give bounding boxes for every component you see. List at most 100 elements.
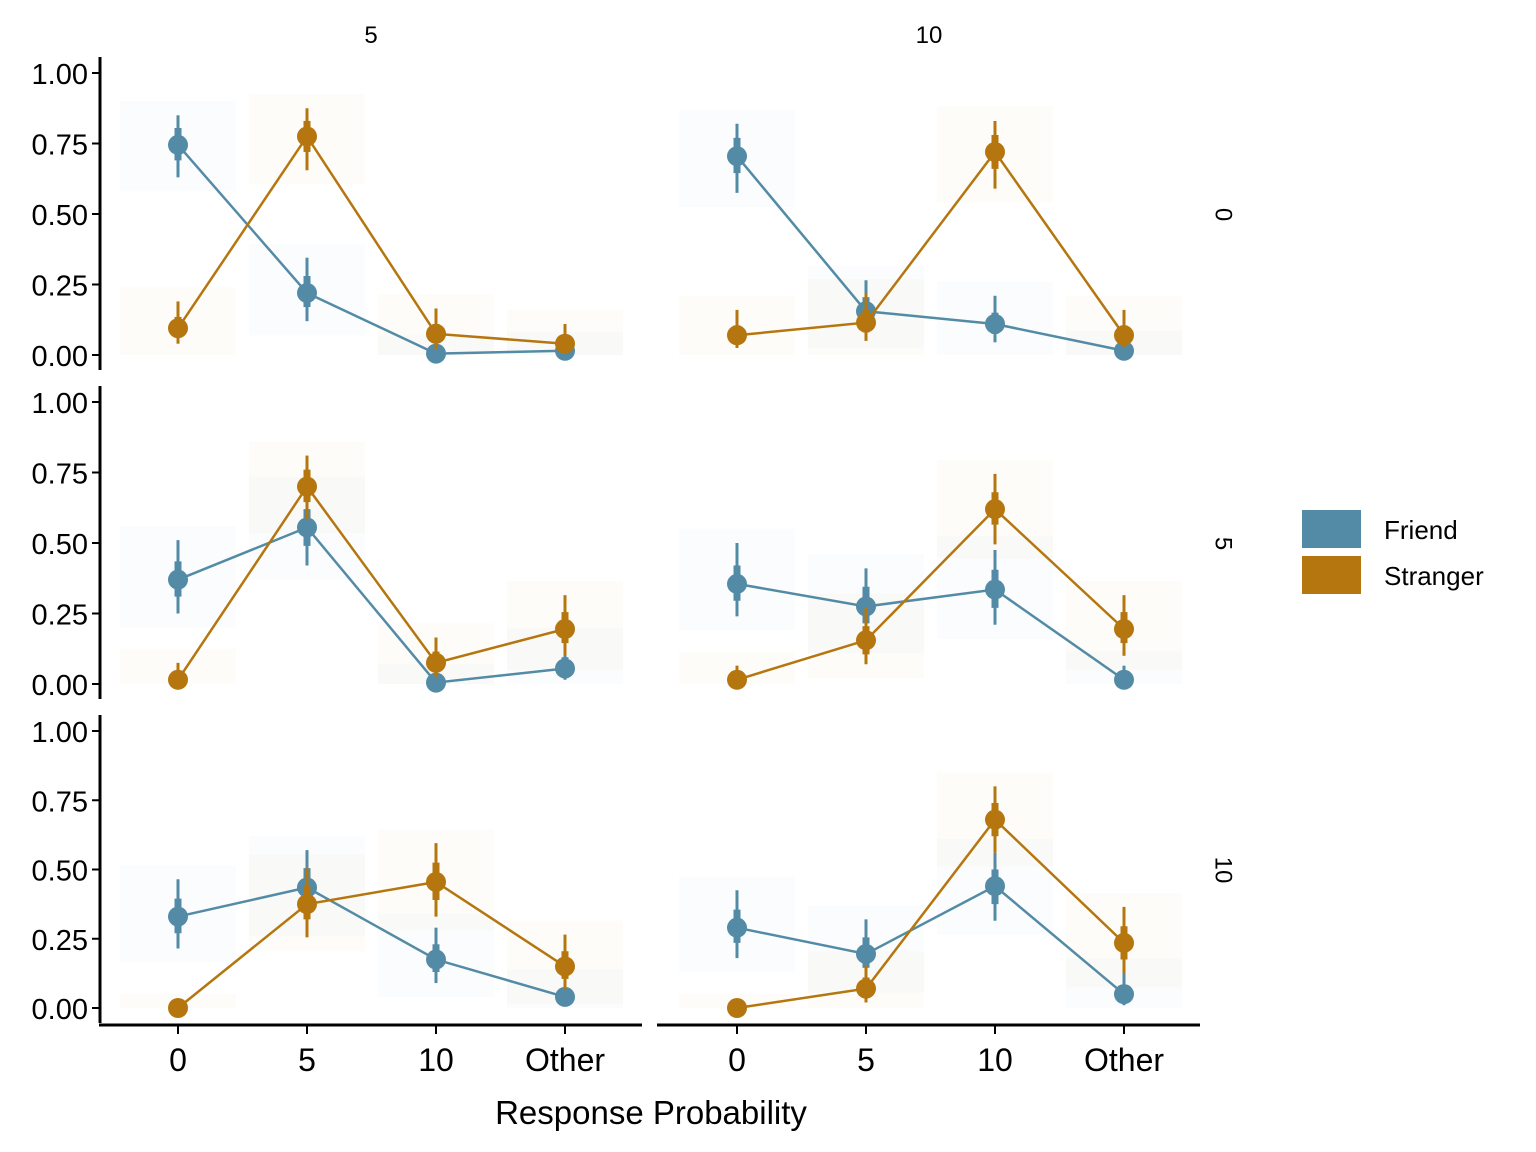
series-friend-row0-col5 [168, 115, 575, 364]
data-point [168, 669, 188, 690]
data-point [1114, 984, 1134, 1005]
data-point [426, 871, 446, 892]
y-tick-label: 0.75 [32, 130, 88, 162]
data-point [555, 658, 575, 679]
y-tick-label: 0.25 [32, 925, 88, 957]
data-point [555, 956, 575, 977]
data-point [727, 325, 747, 346]
series-line [736, 155, 1125, 352]
legend-label-friend: Friend [1384, 515, 1458, 545]
series-line [736, 817, 1125, 1010]
series-line [736, 582, 1125, 681]
data-point [985, 313, 1005, 334]
axes-layer [92, 57, 1200, 1034]
y-tick-label: 1.00 [32, 717, 88, 749]
series-friend-row10-col5 [168, 850, 575, 1007]
facet-col-label: 10 [916, 22, 943, 49]
data-point [727, 573, 747, 594]
y-tick-label: 0.50 [32, 856, 88, 888]
data-point [856, 312, 876, 333]
density-background-layer [120, 94, 1182, 1008]
data-point [168, 318, 188, 339]
legend-key-friend [1302, 510, 1361, 548]
data-point [1114, 325, 1134, 346]
data-point [297, 517, 317, 538]
data-point [297, 476, 317, 497]
y-tick-label: 1.00 [32, 59, 88, 91]
y-tick-label: 0.25 [32, 271, 88, 303]
data-point [426, 343, 446, 364]
series-line [177, 144, 566, 355]
labels-layer: 0.00 0.25 0.50 0.75 1.00 0 0.00 0.25 0.50 0.75 1.0… [32, 22, 1237, 1131]
x-tick-label: 0 [169, 1042, 187, 1078]
series-line [177, 886, 566, 999]
facet-row-label: 10 [1210, 857, 1237, 884]
data-point [985, 499, 1005, 520]
series-line [736, 507, 1125, 681]
data-point [727, 998, 747, 1018]
data-point [985, 141, 1005, 162]
series-stranger-row5-col5 [168, 455, 575, 690]
x-tick-label: Other [525, 1042, 605, 1078]
y-tick-label: 0.75 [32, 786, 88, 818]
y-tick-label: 0.75 [32, 459, 88, 491]
series-friend-row5-col5 [168, 490, 575, 693]
x-tick-label: 10 [418, 1042, 454, 1078]
data-point [727, 917, 747, 938]
y-tick-label: 0.25 [32, 600, 88, 632]
series-stranger-row10-col5 [168, 843, 575, 1018]
y-tick-label: 0.00 [32, 341, 88, 373]
x-tick-label: 5 [298, 1042, 316, 1078]
data-point [1114, 669, 1134, 690]
facet-row-label: 0 [1210, 208, 1237, 221]
series-stranger-row0-col5 [168, 108, 575, 354]
series-line [736, 884, 1125, 996]
data-point [856, 596, 876, 617]
x-tick-label: 10 [977, 1042, 1013, 1078]
data-point [1114, 340, 1134, 361]
legend-key-stranger [1302, 556, 1361, 594]
series-stranger-row5-col10 [727, 473, 1134, 690]
data-point [1114, 932, 1134, 953]
facet-row-label: 5 [1210, 537, 1237, 550]
data-point [555, 986, 575, 1007]
data-point [856, 630, 876, 651]
data-point [727, 669, 747, 690]
data-point [297, 282, 317, 303]
data-point [297, 894, 317, 915]
data-point [426, 652, 446, 673]
data-point [168, 569, 188, 590]
x-axis-title: Response Probability [495, 1094, 807, 1131]
y-tick-label: 0.50 [32, 529, 88, 561]
data-point [985, 876, 1005, 897]
data-point [168, 134, 188, 155]
data-point [426, 323, 446, 344]
data-point [426, 949, 446, 970]
y-tick-label: 0.00 [32, 670, 88, 702]
series-line [736, 149, 1126, 337]
data-point [426, 672, 446, 693]
series-line [176, 484, 566, 681]
data-point [1114, 619, 1134, 640]
x-tick-label: 0 [728, 1042, 746, 1078]
x-tick-label: 5 [857, 1042, 875, 1078]
series-stranger-row10-col10 [727, 786, 1134, 1018]
data-point [985, 809, 1005, 830]
data-point [985, 579, 1005, 600]
y-tick-label: 1.00 [32, 388, 88, 420]
data-point [555, 333, 575, 354]
series-line [176, 134, 566, 345]
data-point [555, 619, 575, 640]
x-tick-label: Other [1084, 1042, 1164, 1078]
series-stranger-row0-col10 [727, 120, 1134, 348]
data-point [856, 943, 876, 964]
data-point [856, 978, 876, 999]
y-tick-label: 0.00 [32, 994, 88, 1026]
legend: Friend Stranger [1302, 510, 1484, 594]
series-line [177, 525, 566, 684]
data-point [168, 906, 188, 927]
data-point [168, 998, 188, 1018]
data-point [727, 146, 747, 167]
series-line [177, 880, 566, 1009]
